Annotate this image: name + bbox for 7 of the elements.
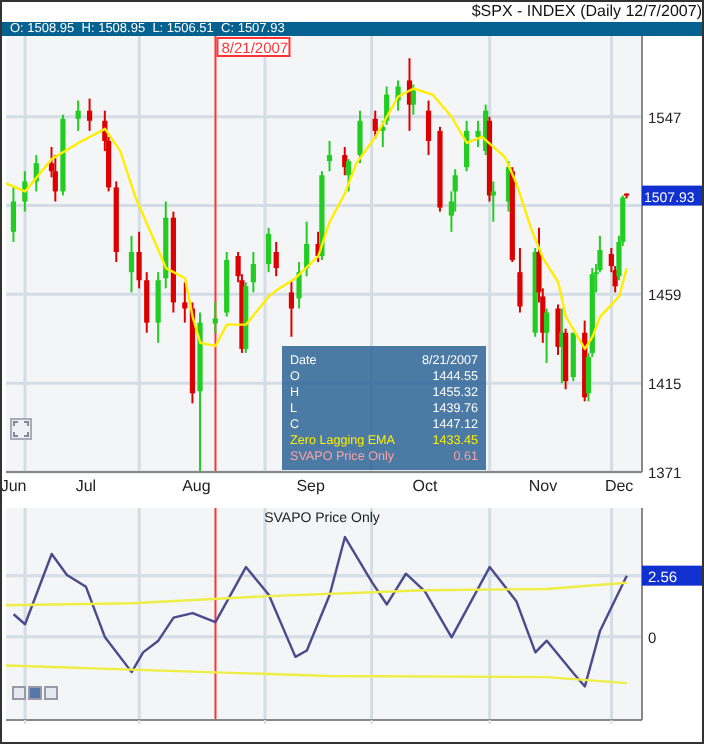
x-tick-label: Jul	[75, 477, 97, 496]
x-tick-label: Oct	[412, 477, 439, 496]
x-tick-label: Nov	[528, 477, 558, 496]
chart-title: $SPX - INDEX (Daily 12/7/2007)	[469, 2, 702, 22]
x-tick-label: Sep	[296, 477, 327, 496]
x-tick-label: Aug	[182, 477, 211, 496]
x-tick-label: Dec	[604, 477, 634, 496]
